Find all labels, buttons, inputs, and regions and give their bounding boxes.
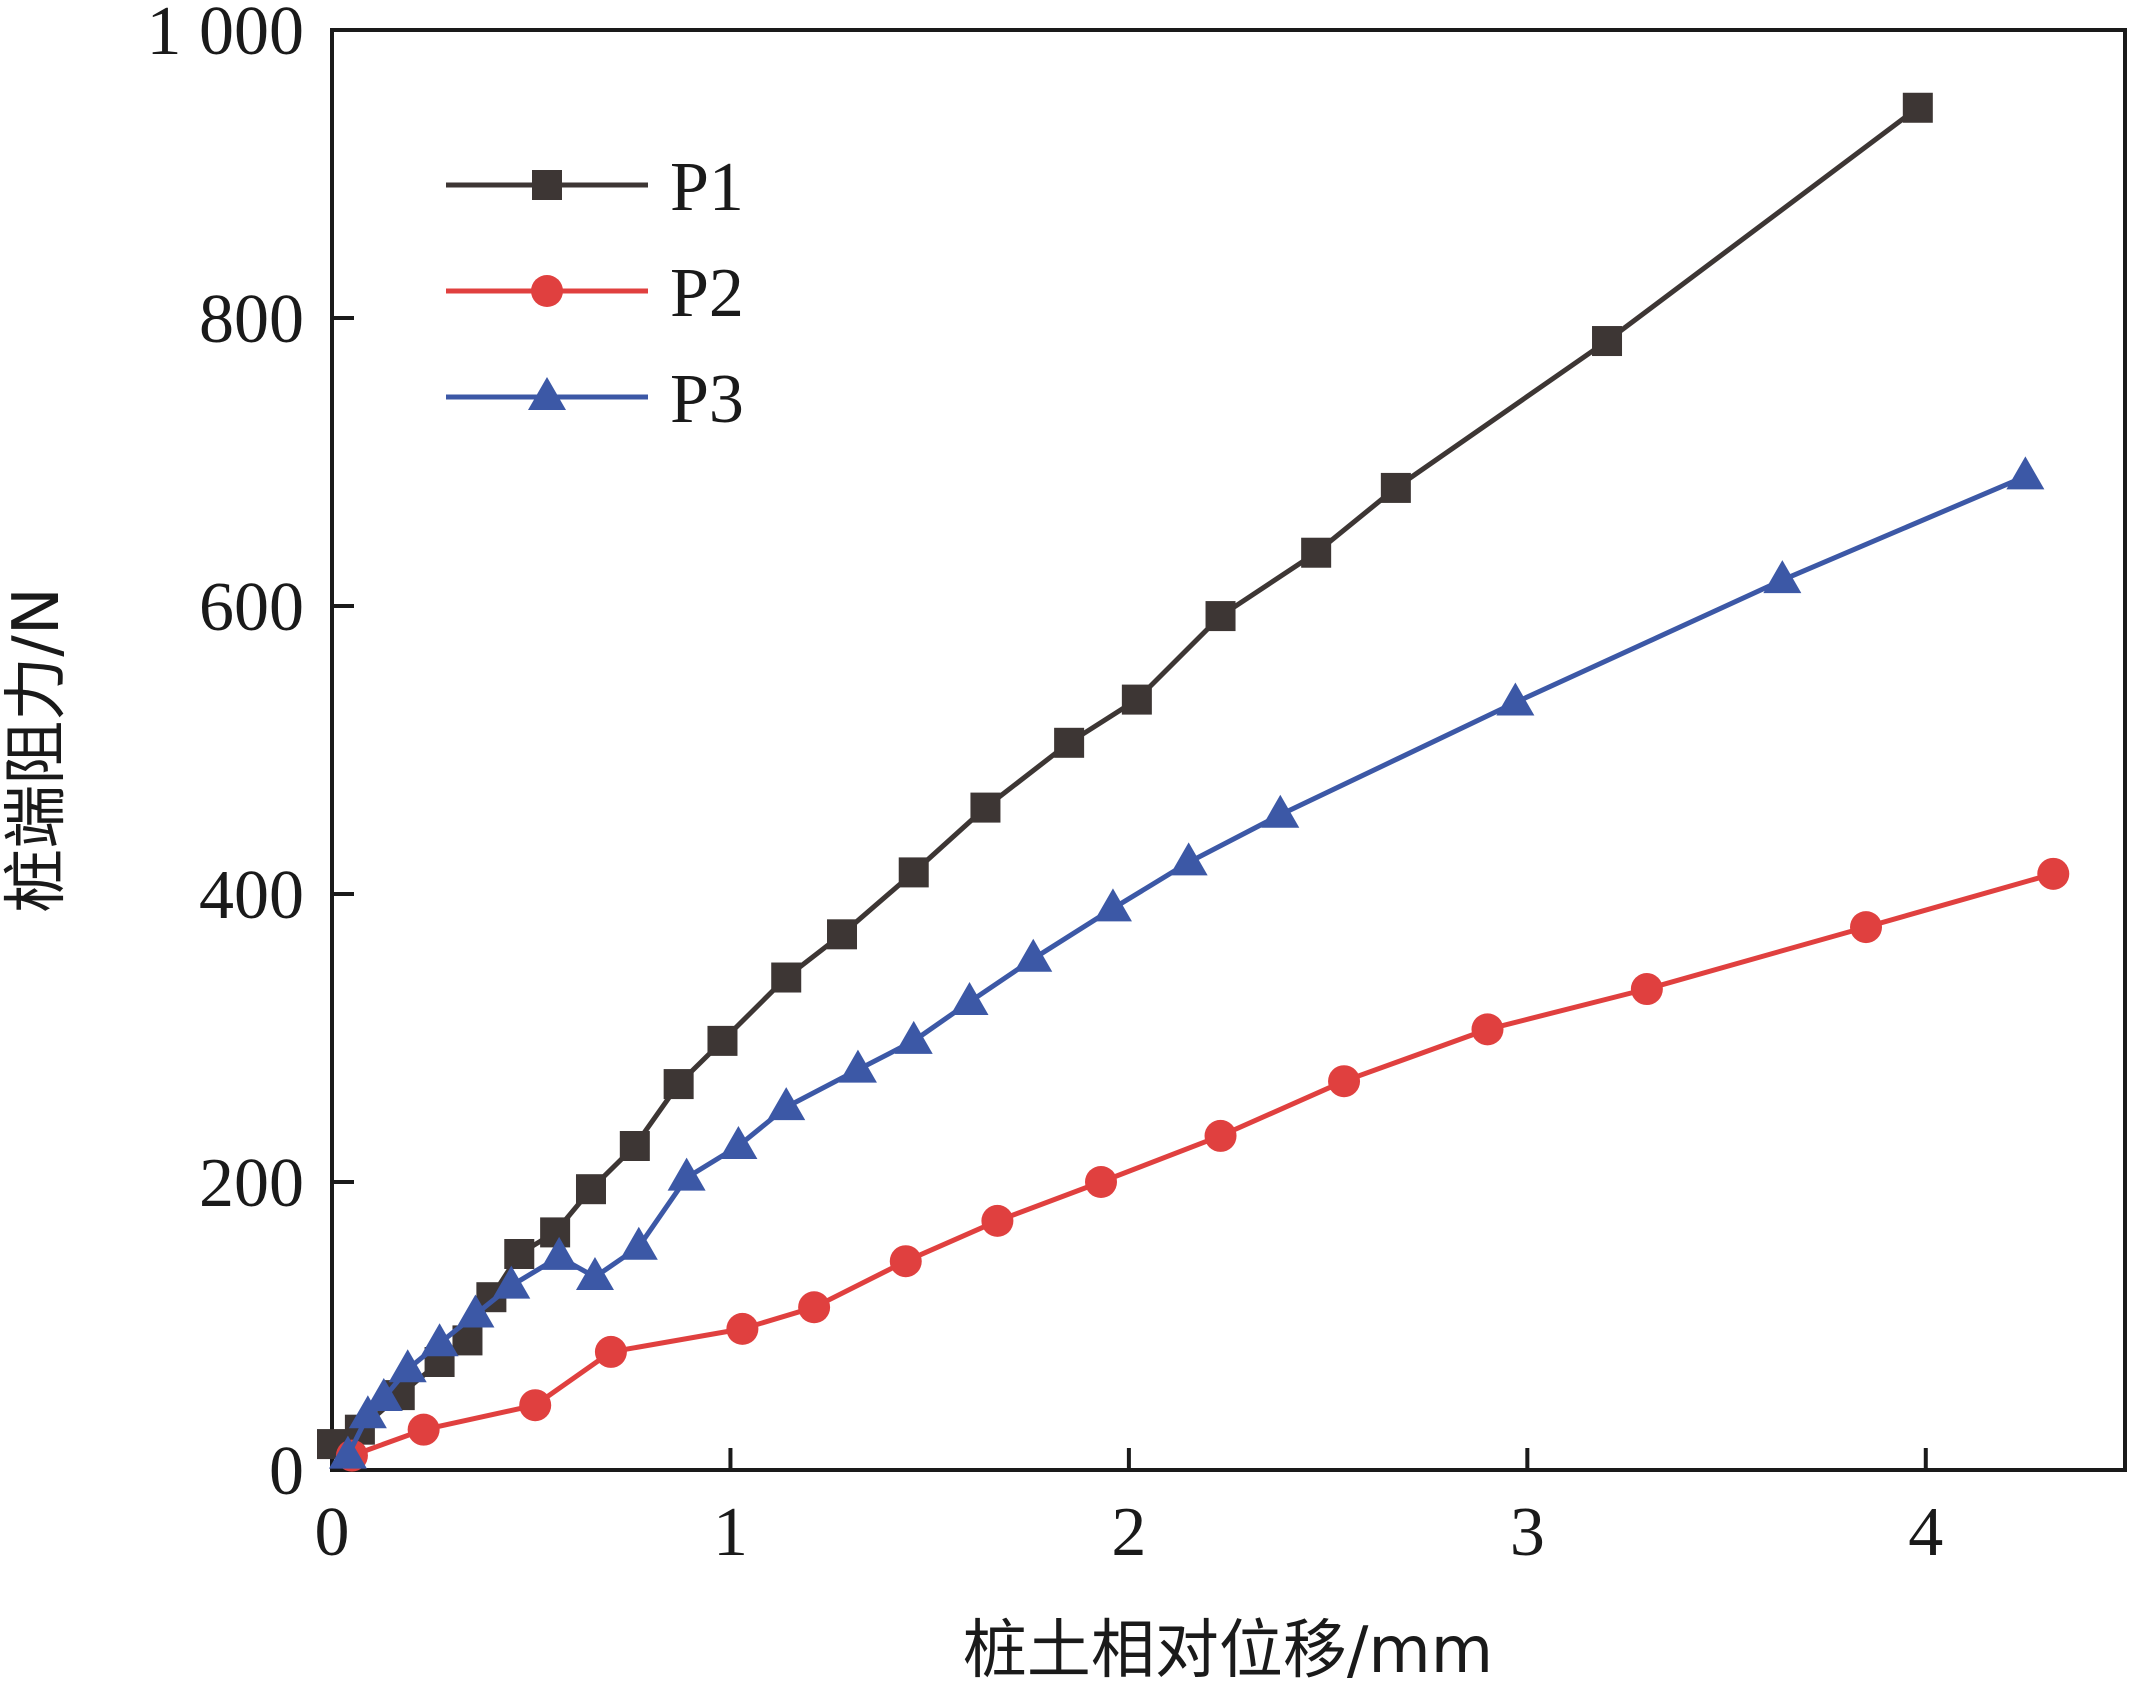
data-point [364,1378,403,1411]
data-point [950,982,989,1015]
x-axis-title: 桩土相对位移/mm [963,1614,1493,1688]
data-point [492,1265,531,1299]
data-point [1054,727,1085,758]
x-tick-label: 4 [1908,1494,1943,1571]
data-point [894,1020,933,1054]
x-tick-label: 3 [1510,1494,1545,1571]
data-point [540,1217,571,1248]
data-point [970,792,1001,823]
data-point [1121,684,1152,715]
axis-tick-labels: 0 1 2 3 4 0 200 400 600 800 1 000 [147,0,1944,1571]
axis-ticks [330,28,1928,1472]
data-point [707,1025,738,1056]
legend-label: P3 [670,361,744,438]
series-p3 [328,456,2045,1469]
legend-item-p3: P3 [446,361,744,438]
data-point [575,1174,606,1205]
series-group [317,92,2070,1472]
data-point [2006,456,2045,490]
x-tick-label: 1 [713,1494,748,1571]
data-point [798,1291,831,1324]
data-point [1850,911,1883,944]
y-tick-label: 200 [199,1145,304,1222]
legend-marker [531,275,563,307]
legend-marker [528,377,566,410]
data-point [456,1294,495,1328]
data-point [838,1049,877,1083]
x-tick-label: 0 [315,1494,350,1571]
series-line-p2 [351,871,2054,1458]
x-tick-label: 2 [1111,1494,1146,1571]
y-tick-label: 0 [269,1433,304,1510]
data-point [619,1226,658,1260]
data-point [1328,1065,1361,1098]
plot-frame [330,28,2127,1472]
series-p2 [335,857,2070,1472]
legend-marker [532,170,562,200]
data-point [594,1335,627,1368]
data-point [719,1126,758,1159]
data-point [1093,888,1132,922]
legend-label: P2 [670,255,744,332]
data-point [1763,560,1802,594]
data-point [1471,1013,1504,1046]
data-point [767,1087,806,1121]
data-point [540,1236,579,1270]
data-point [1380,472,1411,503]
data-point [504,1239,535,1269]
data-point [889,1245,922,1278]
data-point [2037,857,2070,890]
data-point [407,1413,440,1446]
data-point [1301,537,1332,568]
data-point [1205,601,1236,632]
data-point [1014,938,1053,972]
data-point [388,1349,427,1383]
data-point [898,857,929,888]
legend: P1 P2 P3 [446,149,744,438]
data-point [771,962,802,993]
series-p1 [317,92,1933,1460]
data-point [1902,92,1933,123]
legend-item-p1: P1 [446,149,744,226]
data-point [420,1323,459,1357]
legend-item-p2: P2 [446,255,744,332]
data-point [575,1257,614,1291]
data-point [328,1435,367,1469]
y-tick-label: 800 [199,281,304,358]
data-point [1169,842,1208,876]
data-point [663,1069,694,1100]
data-point [827,919,858,950]
data-point [1496,682,1535,716]
data-point [348,1395,387,1429]
data-point [726,1312,759,1345]
data-point [619,1131,650,1161]
y-tick-label: 400 [199,857,304,934]
series-line-p3 [345,474,2027,1457]
data-point [1261,794,1300,828]
data-point [1592,326,1623,357]
data-point [981,1204,1014,1237]
data-point [1204,1119,1237,1152]
data-point [519,1389,552,1422]
y-axis-title: 桩端阻力/N [0,587,74,912]
data-point [667,1157,706,1191]
y-tick-label: 1 000 [147,0,305,70]
legend-label: P1 [670,149,744,226]
data-point [1084,1166,1117,1198]
data-point [1630,973,1663,1006]
y-tick-label: 600 [199,569,304,646]
